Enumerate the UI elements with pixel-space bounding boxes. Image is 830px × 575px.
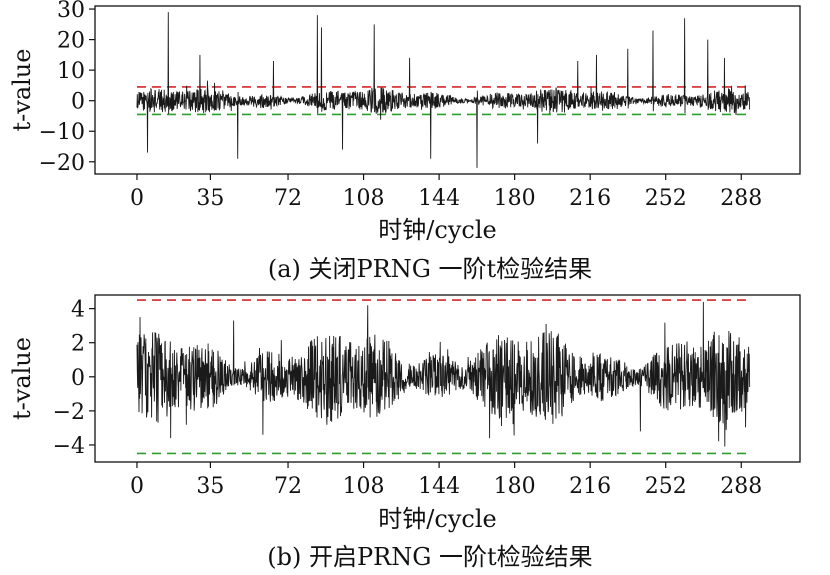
y-axis-label: t-value	[8, 337, 36, 420]
x-tick-label: 108	[343, 474, 385, 499]
y-tick-label: 2	[71, 332, 85, 357]
x-axis-label: 时钟/cycle	[378, 505, 496, 533]
y-tick-label: −20	[39, 151, 85, 176]
x-tick-label: 252	[645, 186, 687, 211]
y-tick-label: 4	[71, 298, 85, 323]
y-tick-label: −10	[39, 120, 85, 145]
series-trace-0	[136, 12, 751, 168]
y-tick-label: 30	[57, 0, 85, 23]
x-tick-label: 216	[569, 474, 611, 499]
x-tick-label: 0	[130, 474, 144, 499]
plot-frame	[94, 294, 801, 463]
x-tick-label: 180	[494, 474, 536, 499]
chart-panel-b: 0 35 72 108 144 180 216 252 288 4 2 0 −2 −4 时钟/cycle t-…	[8, 294, 801, 571]
y-tick-label: −4	[53, 434, 85, 459]
x-tick-label: 288	[720, 474, 762, 499]
plot-frame	[94, 5, 801, 175]
x-tick-label: 108	[343, 186, 385, 211]
x-tick-label: 35	[196, 186, 224, 211]
x-tick-label: 35	[196, 474, 224, 499]
x-tick-label: 144	[418, 186, 460, 211]
y-tick-label: 0	[71, 366, 85, 391]
x-tick-label: 180	[494, 186, 536, 211]
x-tick-label: 216	[569, 186, 611, 211]
chart-panel-a: 0 35 72 108 144 180 216 252 288 30 20 10 0 −10 −20 时钟/c…	[8, 0, 801, 283]
x-tick-label: 288	[720, 186, 762, 211]
x-tick-label: 72	[274, 186, 302, 211]
y-tick-label: 10	[57, 59, 85, 84]
y-tick-label: −2	[53, 400, 85, 425]
x-tick-label: 0	[130, 186, 144, 211]
x-tick-label: 72	[274, 474, 302, 499]
x-axis-label: 时钟/cycle	[378, 216, 496, 244]
y-tick-label: 0	[71, 90, 85, 115]
x-tick-label: 252	[645, 474, 687, 499]
x-tick-label: 144	[418, 474, 460, 499]
y-tick-label: 20	[57, 29, 85, 54]
series-trace-0	[136, 301, 751, 447]
figure-caption: (a) 关闭PRNG 一阶t检验结果	[268, 255, 592, 283]
y-axis-label: t-value	[8, 49, 36, 132]
figure-caption: (b) 开启PRNG 一阶t检验结果	[267, 543, 592, 571]
